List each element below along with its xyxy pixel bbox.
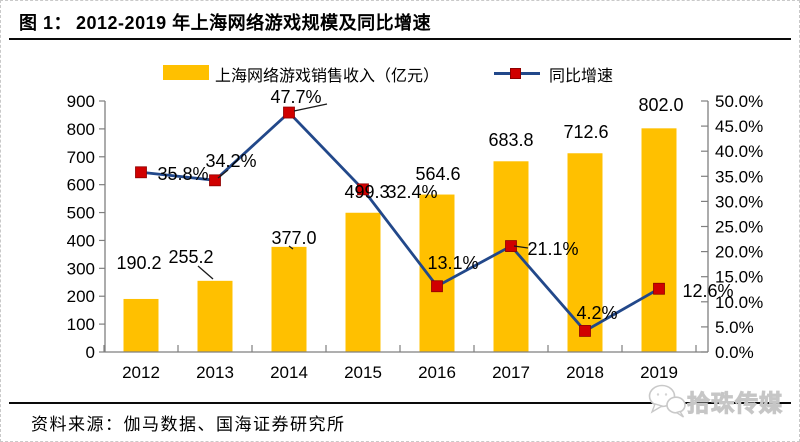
left-axis-tick-label: 200: [67, 287, 95, 306]
figure-title: 图 1： 2012-2019 年上海网络游戏规模及同比增速: [19, 9, 789, 35]
watermark-text: 拾珠传媒: [687, 390, 783, 417]
x-axis-label: 2015: [344, 363, 382, 382]
yoy-value-label-2015: 32.4%: [386, 182, 437, 202]
right-axis-tick-label: 45.0%: [715, 117, 763, 136]
yoy-marker-2019: [653, 282, 665, 295]
left-axis-tick-label: 400: [67, 231, 95, 250]
line-legend-marker: [510, 68, 521, 79]
footer-divider-line: [9, 402, 791, 404]
bar-value-label-2017: 683.8: [488, 130, 533, 150]
x-axis-label: 2013: [196, 363, 234, 382]
figure-title-text: 2012-2019 年上海网络游戏规模及同比增速: [76, 13, 432, 33]
bar-value-label-2014: 377.0: [271, 228, 316, 248]
right-axis-tick-label: 30.0%: [715, 192, 763, 211]
left-axis-tick-label: 800: [67, 120, 95, 139]
right-axis-tick-label: 20.0%: [715, 243, 763, 262]
yoy-value-label-2013: 34.2%: [205, 151, 256, 171]
left-axis-tick-label: 700: [67, 148, 95, 167]
watermark: 拾珠传媒: [647, 383, 783, 419]
left-axis-tick-label: 100: [67, 315, 95, 334]
title-divider-line: [9, 38, 791, 40]
x-axis-label: 2019: [640, 363, 678, 382]
bar-value-label-2016: 564.6: [415, 164, 460, 184]
source-note: 资料来源：伽马数据、国海证券研究所: [31, 415, 346, 434]
chart-legend: 上海网络游戏销售收入（亿元） 同比增速: [1, 61, 799, 87]
x-axis-label: 2014: [270, 363, 308, 382]
figure-number-label: 图 1：: [19, 13, 73, 33]
right-axis-tick-label: 15.0%: [715, 268, 763, 287]
left-axis-tick-label: 500: [67, 204, 95, 223]
right-axis-tick-label: 50.0%: [715, 92, 763, 111]
line-legend-label: 同比增速: [549, 68, 614, 85]
wechat-icon: [648, 384, 686, 418]
left-axis-tick-label: 600: [67, 176, 95, 195]
right-axis-tick-label: 0.0%: [715, 343, 754, 362]
x-axis-label: 2018: [566, 363, 604, 382]
right-axis-tick-label: 40.0%: [715, 142, 763, 161]
label-leader-line: [217, 169, 229, 179]
yoy-value-label-2017: 21.1%: [527, 239, 578, 259]
yoy-value-label-2018: 4.2%: [576, 303, 617, 323]
bar-value-label-2018: 712.6: [563, 122, 608, 142]
yoy-marker-2013: [209, 174, 221, 187]
left-axis-tick-label: 300: [67, 259, 95, 278]
bar-value-label-2013: 255.2: [168, 247, 213, 267]
bar-2012: [123, 298, 159, 352]
yoy-growth-line: [140, 110, 660, 333]
label-leader-line: [293, 103, 328, 112]
left-axis-tick-label: 0: [86, 343, 95, 362]
left-axis-tick-label: 900: [67, 92, 95, 111]
yoy-marker-2018: [579, 325, 591, 337]
x-axis-label: 2016: [418, 363, 456, 382]
x-axis-label: 2017: [492, 363, 530, 382]
bar-2019: [641, 128, 677, 352]
bar-2015: [345, 212, 381, 352]
yoy-marker-2015: [357, 183, 369, 196]
label-leader-line: [288, 245, 294, 250]
right-axis-tick-label: 35.0%: [715, 167, 763, 186]
label-leader-line: [513, 245, 529, 249]
yoy-value-label-2012: 35.8%: [157, 164, 208, 184]
bar-value-label-2019: 802.0: [638, 95, 683, 115]
bar-2017: [493, 161, 529, 352]
bar-2013: [197, 280, 233, 352]
bar-value-label-2012: 190.2: [116, 253, 161, 273]
yoy-value-label-2016: 13.1%: [427, 253, 478, 273]
x-axis-label: 2012: [122, 363, 160, 382]
bar-value-label-2015: 499.3: [344, 182, 389, 202]
label-leader-line: [197, 265, 214, 280]
yoy-marker-2016: [431, 280, 443, 293]
right-axis-tick-label: 10.0%: [715, 293, 763, 312]
yoy-value-label-2014: 47.7%: [270, 87, 321, 107]
bar-2014: [271, 246, 307, 352]
bar-2016: [419, 194, 455, 352]
yoy-marker-2014: [283, 106, 295, 119]
bar-legend-label: 上海网络游戏销售收入（亿元）: [215, 68, 440, 85]
yoy-value-label-2019: 12.6%: [682, 281, 733, 301]
right-axis-tick-label: 25.0%: [715, 218, 763, 237]
right-axis-tick-label: 5.0%: [715, 318, 754, 337]
bar-legend-swatch: [163, 65, 209, 80]
yoy-marker-2012: [135, 166, 147, 179]
